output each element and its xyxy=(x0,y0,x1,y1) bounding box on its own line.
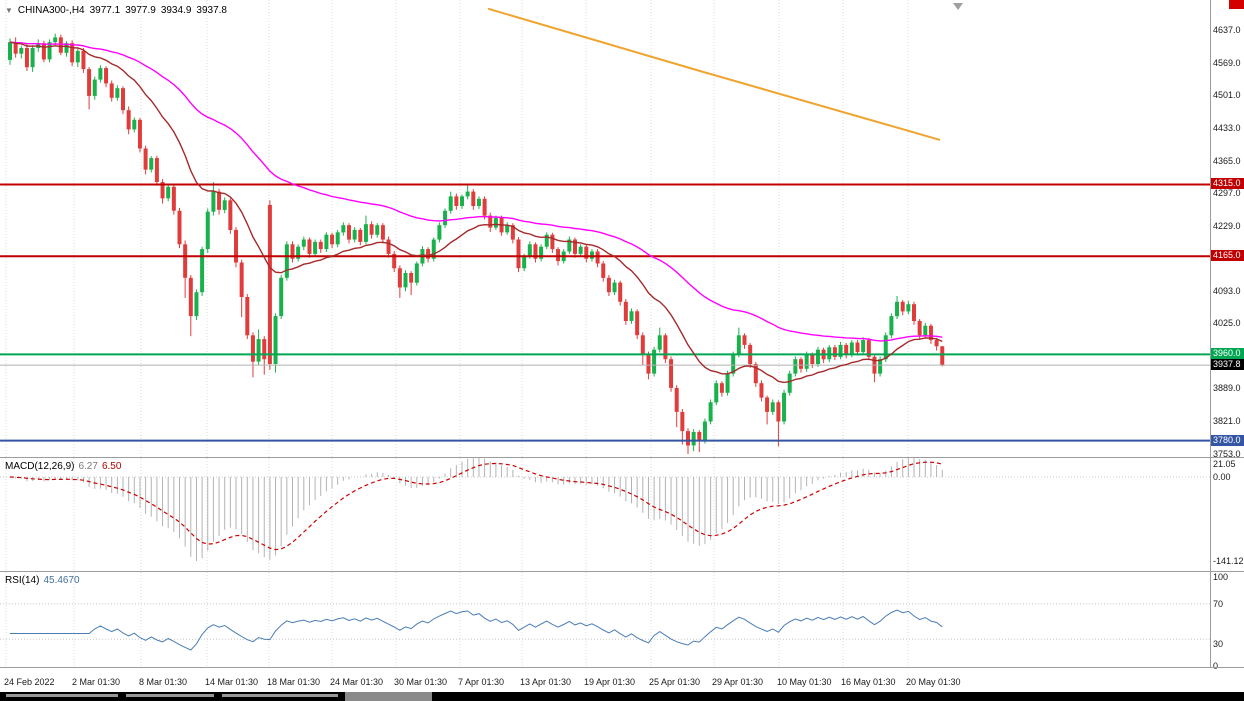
price-axis-label: 4569.0 xyxy=(1213,57,1241,68)
time-axis-label: 24 Feb 2022 xyxy=(4,677,55,687)
price-axis-label: 4025.0 xyxy=(1213,318,1241,329)
rsi-panel-separator[interactable] xyxy=(0,571,1244,572)
macd-axis-label: -141.12 xyxy=(1213,556,1244,566)
price-scale-separator[interactable] xyxy=(1210,0,1211,667)
macd-signal-value: 6.50 xyxy=(101,461,122,472)
chart-shift-marker-icon xyxy=(953,3,963,10)
ohlc-open: 3977.1 xyxy=(89,5,121,16)
time-axis-label: 7 Apr 01:30 xyxy=(458,677,505,687)
rsi-panel-label: RSI(14) 45.4670 xyxy=(5,575,84,586)
time-axis-label: 18 Mar 01:30 xyxy=(267,677,321,687)
chart-info-line: ▼ CHINA300-,H4 3977.1 3977.9 3934.9 3937.8 xyxy=(5,5,232,16)
price-level-badge: 3937.8 xyxy=(1211,359,1244,371)
time-axis-label: 24 Mar 01:30 xyxy=(330,677,384,687)
chart-tab[interactable] xyxy=(222,694,338,697)
price-axis-label: 4365.0 xyxy=(1213,155,1241,166)
price-level-badge: 3780.0 xyxy=(1211,434,1244,446)
price-axis-label: 4501.0 xyxy=(1213,90,1241,101)
price-axis[interactable]: 4637.0 4569.0 4501.0 4433.0 4365.0 4297.0 4229… xyxy=(1211,0,1244,459)
price-level-badge: 4165.0 xyxy=(1211,250,1244,262)
rsi-title: RSI(14) xyxy=(5,575,40,586)
rsi-indicator-chart[interactable] xyxy=(0,572,1210,667)
chart-tab[interactable] xyxy=(126,694,214,697)
time-axis-label: 25 Apr 01:30 xyxy=(649,677,701,687)
active-chart-tab[interactable] xyxy=(345,692,432,701)
symbol-period-label: CHINA300-,H4 xyxy=(17,5,85,16)
rsi-value: 45.4670 xyxy=(43,575,80,586)
ohlc-high: 3977.9 xyxy=(125,5,156,16)
price-level-badge: 3960.0 xyxy=(1211,348,1244,360)
price-axis-label: 4433.0 xyxy=(1213,122,1241,133)
time-axis-label: 29 Apr 01:30 xyxy=(712,677,764,687)
time-axis-label: 14 Mar 01:30 xyxy=(205,677,259,687)
ohlc-low: 3934.9 xyxy=(160,5,192,16)
time-axis[interactable]: 24 Feb 2022 2 Mar 01:30 8 Mar 01:30 14 Mar … xyxy=(0,667,1244,692)
rsi-axis-label: 0 xyxy=(1213,661,1219,671)
time-axis-label: 13 Apr 01:30 xyxy=(520,677,572,687)
macd-panel-label: MACD(12,26,9) 6.27 6.50 xyxy=(5,461,125,472)
macd-axis-label: 0.00 xyxy=(1213,472,1231,482)
macd-indicator-chart[interactable] xyxy=(0,458,1210,572)
price-axis-label: 3753.0 xyxy=(1213,448,1241,459)
main-price-chart[interactable] xyxy=(0,0,1210,458)
price-axis-label: 3821.0 xyxy=(1213,416,1241,426)
rsi-axis-label: 30 xyxy=(1213,639,1224,649)
rsi-axis[interactable]: 100 70 30 0 xyxy=(1211,572,1244,671)
ohlc-close: 3937.8 xyxy=(196,5,227,16)
chart-tabs-bar[interactable] xyxy=(0,692,1244,701)
macd-title: MACD(12,26,9) xyxy=(5,461,75,472)
price-axis-label: 3889.0 xyxy=(1213,383,1241,394)
time-axis-label: 2 Mar 01:30 xyxy=(72,677,121,687)
price-axis-label: 4297.0 xyxy=(1213,188,1241,199)
price-axis-label: 4637.0 xyxy=(1213,25,1241,36)
corner-marker xyxy=(1229,0,1244,9)
macd-panel-separator[interactable] xyxy=(0,457,1244,458)
time-axis-label: 20 May 01:30 xyxy=(906,677,961,687)
time-axis-label: 10 May 01:30 xyxy=(777,677,832,687)
time-axis-label: 30 Mar 01:30 xyxy=(394,677,448,687)
collapse-arrow-icon[interactable]: ▼ xyxy=(5,6,13,15)
time-axis-separator xyxy=(0,667,1244,668)
time-axis-label: 8 Mar 01:30 xyxy=(139,677,188,687)
price-axis-label: 4093.0 xyxy=(1213,285,1241,296)
price-level-badge: 4315.0 xyxy=(1211,178,1244,190)
macd-axis[interactable]: 21.05 0.00 -141.12 xyxy=(1211,458,1244,572)
time-axis-label: 19 Apr 01:30 xyxy=(584,677,636,687)
macd-axis-label: 21.05 xyxy=(1213,459,1236,469)
chart-tab[interactable] xyxy=(6,694,118,697)
price-axis-label: 4229.0 xyxy=(1213,220,1241,231)
time-axis-label: 16 May 01:30 xyxy=(841,677,896,687)
rsi-axis-label: 100 xyxy=(1213,572,1229,582)
rsi-axis-label: 70 xyxy=(1213,599,1224,609)
macd-main-value: 6.27 xyxy=(78,461,98,472)
